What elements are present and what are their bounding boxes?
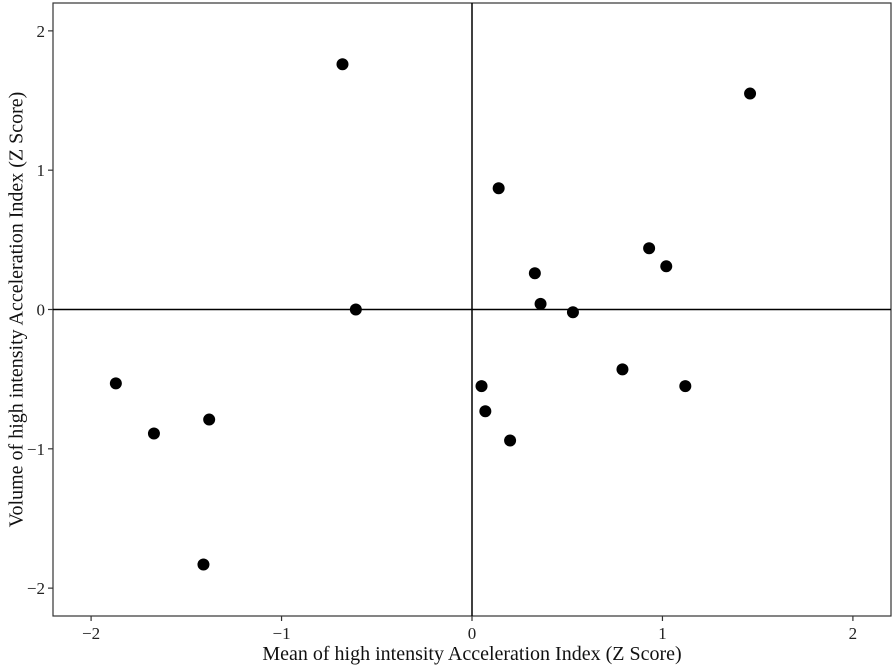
data-point	[109, 377, 122, 390]
x-tick-label: −2	[82, 624, 100, 643]
data-point	[679, 380, 692, 393]
data-point	[479, 405, 492, 418]
y-tick-label: 2	[37, 22, 46, 41]
x-tick-label: 1	[658, 624, 667, 643]
data-point	[534, 297, 547, 310]
y-tick-label: −2	[27, 579, 45, 598]
x-tick-label: 2	[849, 624, 858, 643]
y-tick-label: 1	[37, 161, 46, 180]
data-point	[643, 242, 656, 255]
data-point	[203, 413, 216, 426]
data-point	[147, 427, 160, 440]
data-point	[504, 434, 517, 447]
data-point	[528, 267, 541, 280]
x-tick-label: −1	[272, 624, 290, 643]
x-axis-ticks: −2 −1 0 1 2	[82, 616, 857, 643]
y-axis-ticks: −2 −1 0 1 2	[27, 22, 53, 598]
data-point	[349, 303, 362, 316]
data-point	[566, 306, 579, 319]
y-tick-label: 0	[37, 301, 46, 320]
data-point	[197, 558, 210, 571]
y-tick-label: −1	[27, 440, 45, 459]
data-points	[109, 58, 757, 571]
y-axis-title: Volume of high intensity Acceleration In…	[6, 92, 28, 528]
x-tick-label: 0	[468, 624, 477, 643]
data-point	[616, 363, 629, 376]
data-point	[744, 87, 757, 100]
data-point	[475, 380, 488, 393]
data-point	[336, 58, 349, 71]
reference-lines	[53, 3, 891, 616]
x-axis-title: Mean of high intensity Acceleration Inde…	[262, 643, 681, 665]
data-point	[492, 182, 505, 195]
data-point	[660, 260, 673, 273]
